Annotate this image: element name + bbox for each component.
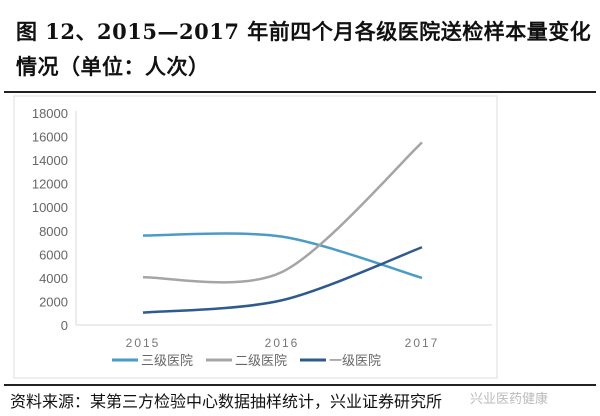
x-tick-label: 2015 xyxy=(126,336,161,350)
y-tick-label: 14000 xyxy=(32,153,68,168)
y-tick-label: 4000 xyxy=(39,271,68,286)
top-rule xyxy=(4,91,596,93)
series-line-0 xyxy=(142,232,423,280)
figure-title: 图 12、2015—2017 年前四个月各级医院送检样本量变化情况（单位：人次） xyxy=(16,19,592,79)
watermark: 兴业医药健康 xyxy=(470,392,549,407)
legend-label: 二级医院 xyxy=(235,354,287,369)
chart-frame xyxy=(13,95,498,379)
series-line-2 xyxy=(142,246,423,314)
x-tick-label: 2017 xyxy=(405,336,440,350)
y-tick-label: 10000 xyxy=(32,200,68,215)
y-tick-label: 6000 xyxy=(39,247,68,262)
y-tick-label: 2000 xyxy=(39,294,68,309)
source-note: 资料来源：某第三方检验中心数据抽样统计，兴业证券研究所 xyxy=(10,392,443,411)
legend-label: 三级医院 xyxy=(141,354,193,369)
bottom-rule xyxy=(4,384,596,386)
y-tick-label: 8000 xyxy=(39,224,68,239)
x-tick-label: 2016 xyxy=(265,336,300,350)
y-tick-label: 16000 xyxy=(32,130,68,145)
series-line-1 xyxy=(142,141,423,284)
y-tick-label: 18000 xyxy=(32,106,68,121)
y-tick-label: 0 xyxy=(61,318,68,333)
y-tick-label: 12000 xyxy=(32,177,68,192)
legend-label: 一级医院 xyxy=(329,354,381,369)
